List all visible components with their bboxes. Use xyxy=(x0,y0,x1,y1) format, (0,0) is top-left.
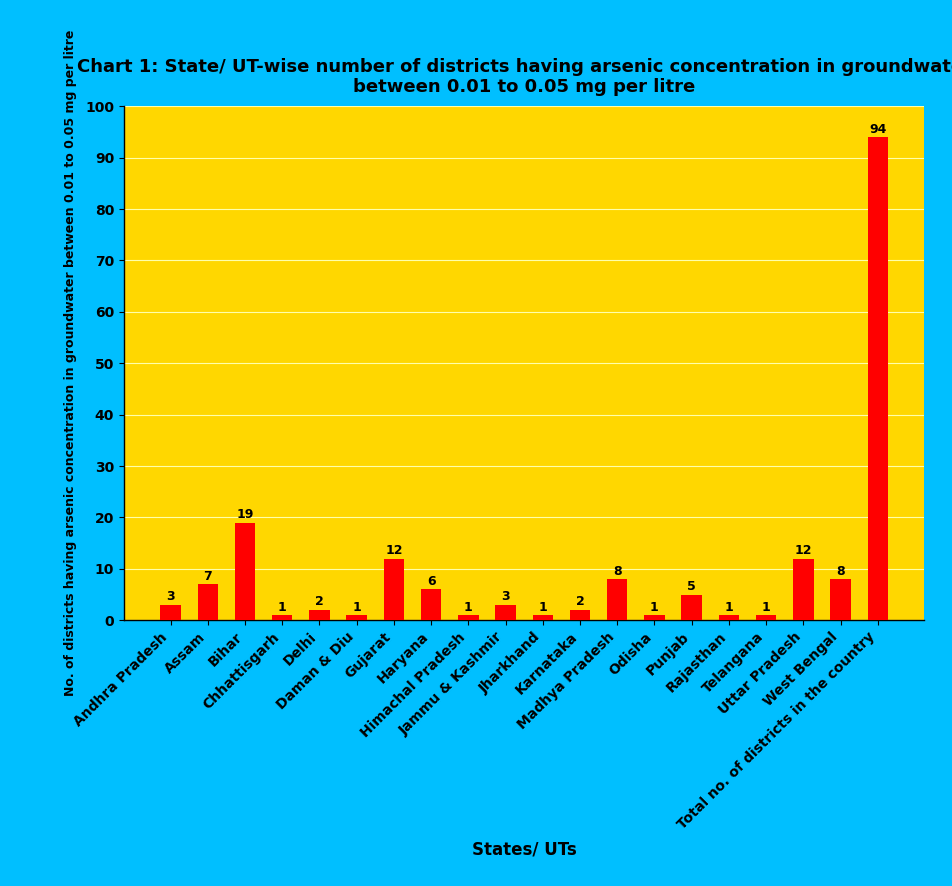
Bar xyxy=(421,589,441,620)
Text: 2: 2 xyxy=(575,595,584,609)
Bar xyxy=(271,615,292,620)
Text: 1: 1 xyxy=(278,601,287,613)
Text: 1: 1 xyxy=(724,601,732,613)
Bar xyxy=(308,610,329,620)
Text: 94: 94 xyxy=(868,122,885,136)
Bar xyxy=(644,615,664,620)
Text: 2: 2 xyxy=(315,595,324,609)
Bar xyxy=(866,137,887,620)
Text: 1: 1 xyxy=(761,601,769,613)
Bar xyxy=(755,615,776,620)
X-axis label: States/ UTs: States/ UTs xyxy=(471,841,576,859)
Bar xyxy=(384,558,404,620)
Bar xyxy=(606,579,626,620)
Text: 3: 3 xyxy=(166,590,174,603)
Text: 1: 1 xyxy=(649,601,658,613)
Text: 12: 12 xyxy=(385,544,402,557)
Text: 6: 6 xyxy=(426,575,435,587)
Bar xyxy=(346,615,367,620)
Text: 5: 5 xyxy=(686,580,695,593)
Text: 8: 8 xyxy=(835,564,844,578)
Text: 7: 7 xyxy=(203,570,212,583)
Y-axis label: No. of districts having arsenic concentration in groundwater between 0.01 to 0.0: No. of districts having arsenic concentr… xyxy=(64,30,77,696)
Bar xyxy=(569,610,589,620)
Text: 1: 1 xyxy=(464,601,472,613)
Bar xyxy=(458,615,478,620)
Text: 1: 1 xyxy=(538,601,546,613)
Text: 1: 1 xyxy=(352,601,361,613)
Title: Chart 1: State/ UT-wise number of districts having arsenic concentration in grou: Chart 1: State/ UT-wise number of distri… xyxy=(76,58,952,97)
Text: 8: 8 xyxy=(612,564,621,578)
Bar xyxy=(681,595,702,620)
Text: 19: 19 xyxy=(236,508,253,521)
Bar xyxy=(197,584,218,620)
Bar xyxy=(495,605,515,620)
Bar xyxy=(792,558,813,620)
Bar xyxy=(160,605,181,620)
Bar xyxy=(718,615,739,620)
Bar xyxy=(829,579,850,620)
Text: 12: 12 xyxy=(794,544,811,557)
Text: 3: 3 xyxy=(501,590,509,603)
Bar xyxy=(234,523,255,620)
Bar xyxy=(532,615,552,620)
